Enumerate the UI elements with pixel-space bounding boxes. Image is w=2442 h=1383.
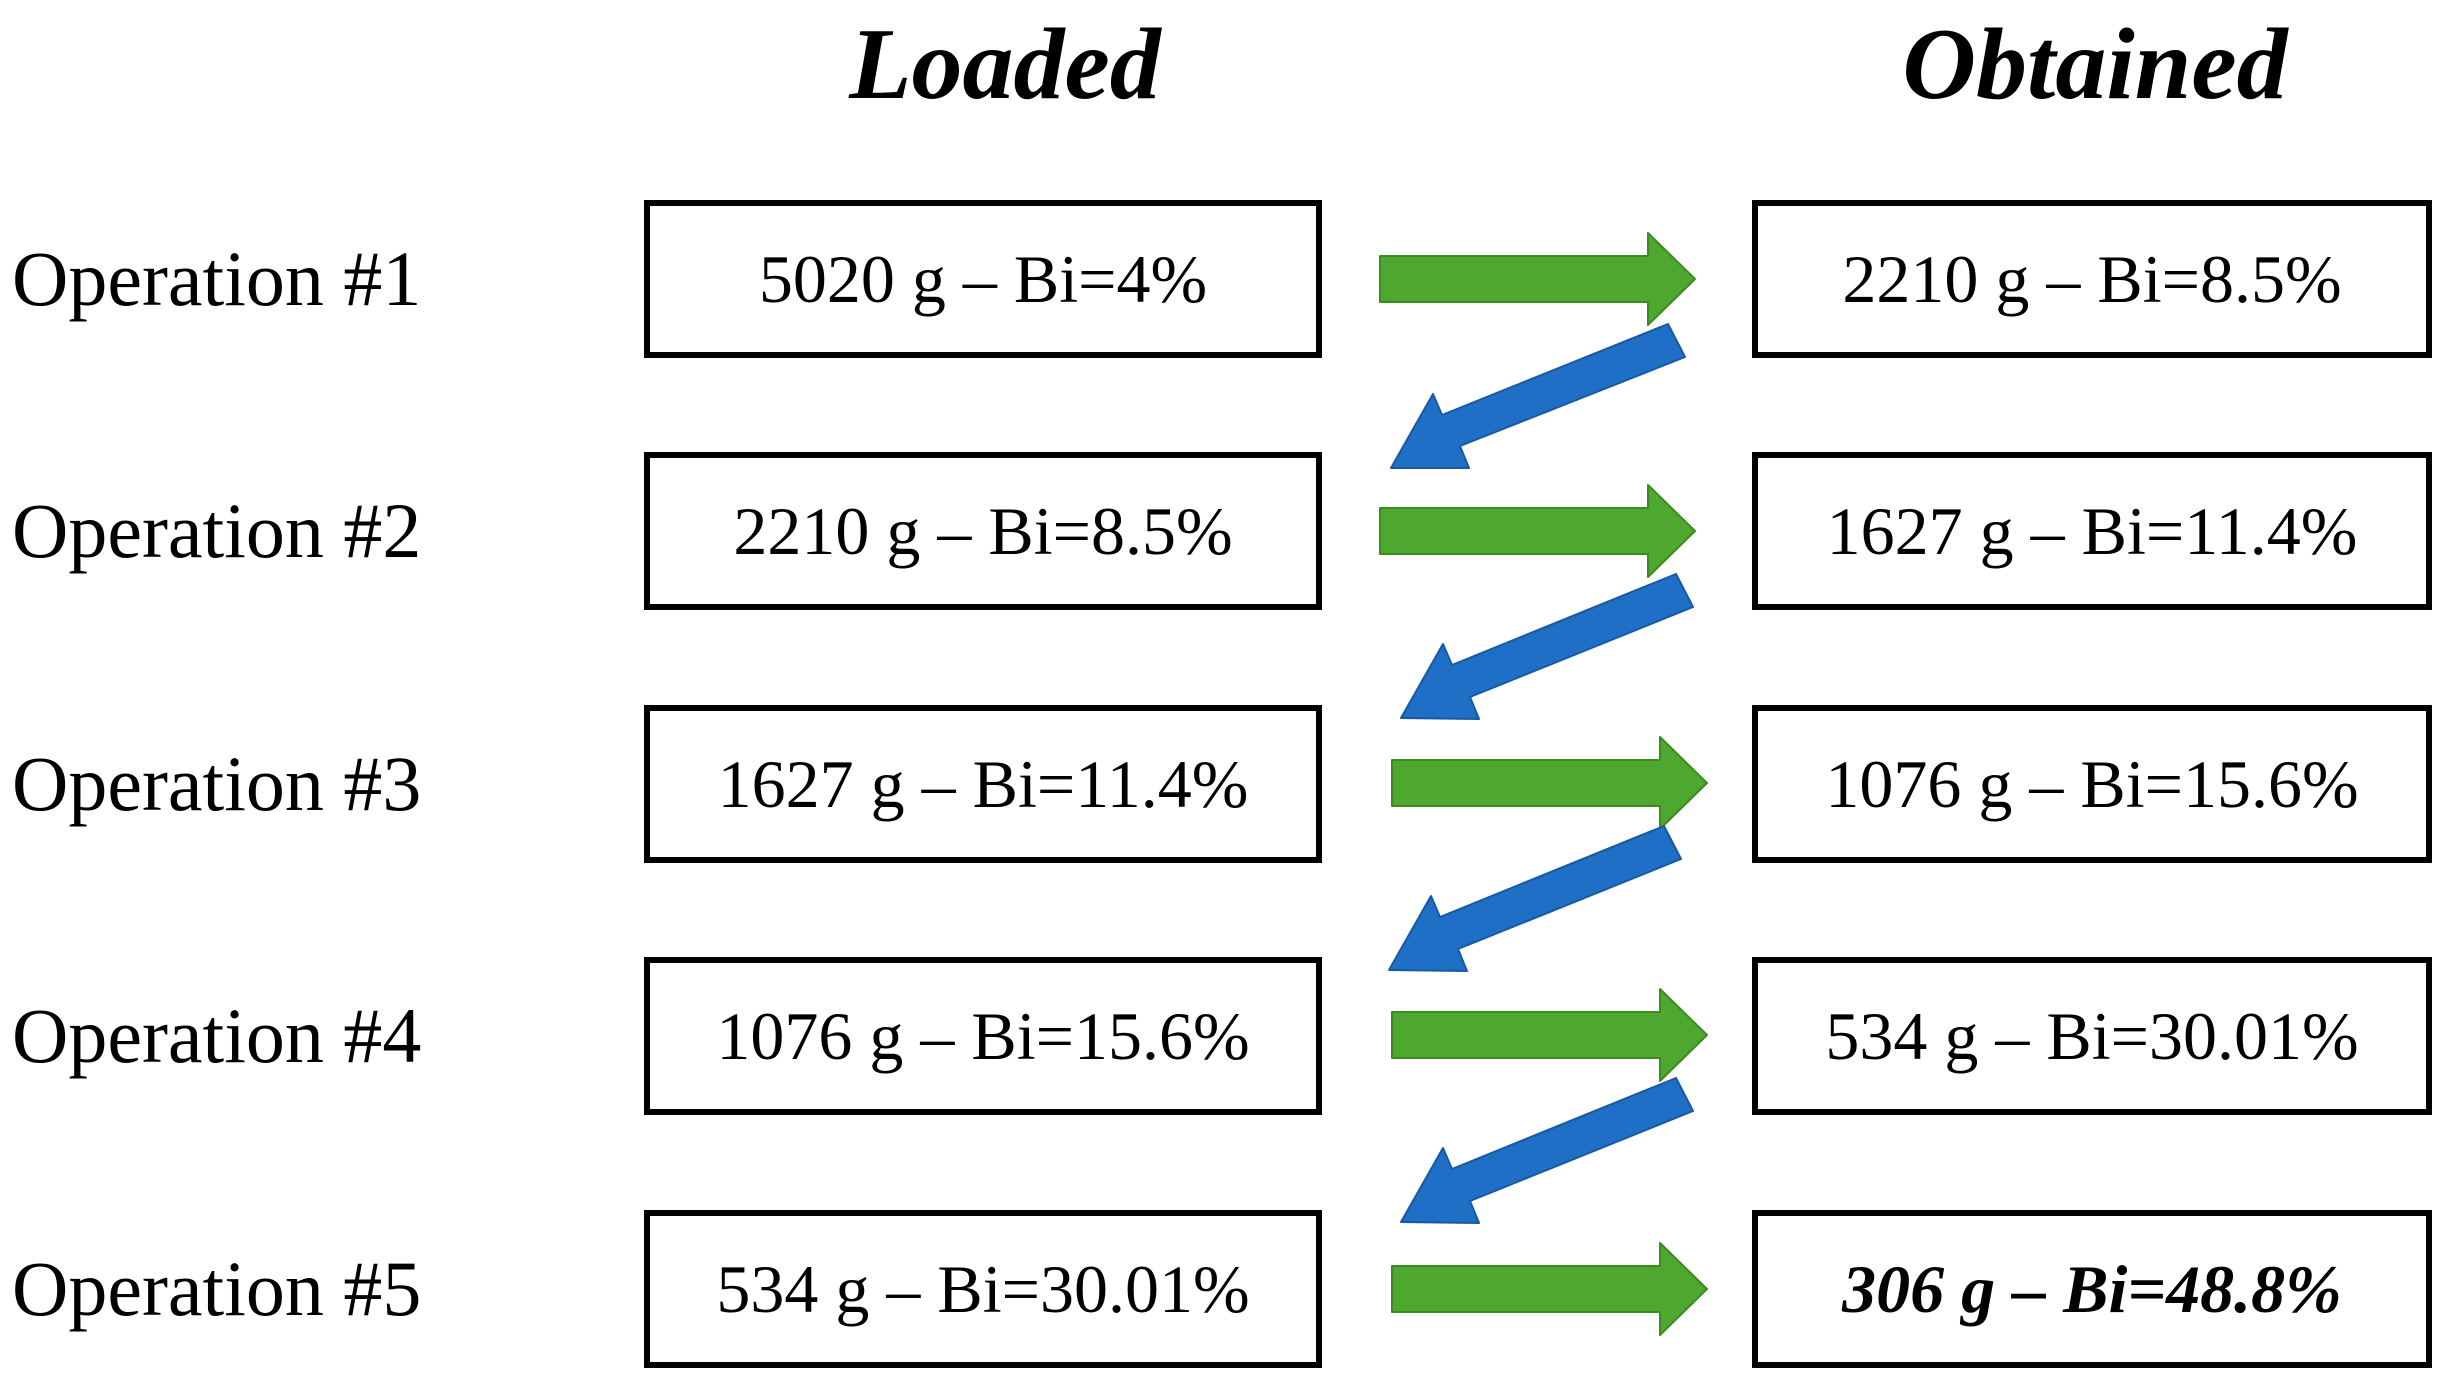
loaded-column-header: Loaded bbox=[849, 8, 1161, 121]
arrow-feed-3-to-4 bbox=[1388, 825, 1682, 972]
arrow-right-3 bbox=[1391, 736, 1708, 830]
operation-4-label: Operation #4 bbox=[12, 992, 422, 1079]
arrow-right-1 bbox=[1379, 232, 1696, 326]
operation-2-loaded-box: 2210 g – Bi=8.5% bbox=[644, 452, 1322, 610]
arrow-feed-2-to-3 bbox=[1400, 573, 1694, 720]
arrow-right-2 bbox=[1379, 484, 1696, 578]
operation-4-obtained-box: 534 g – Bi=30.01% bbox=[1752, 957, 2432, 1115]
operation-3-loaded-box: 1627 g – Bi=11.4% bbox=[644, 705, 1322, 863]
operation-3-label: Operation #3 bbox=[12, 740, 422, 827]
operation-3-obtained-box: 1076 g – Bi=15.6% bbox=[1752, 705, 2432, 863]
arrow-feed-4-to-5 bbox=[1400, 1077, 1694, 1224]
operation-4-loaded-box: 1076 g – Bi=15.6% bbox=[644, 957, 1322, 1115]
operation-1-obtained-box: 2210 g – Bi=8.5% bbox=[1752, 200, 2432, 358]
operation-5-label: Operation #5 bbox=[12, 1245, 422, 1332]
obtained-column-header: Obtained bbox=[1902, 8, 2288, 121]
operation-5-obtained-box: 306 g – Bi=48.8% bbox=[1752, 1210, 2432, 1368]
arrow-right-5 bbox=[1391, 1242, 1708, 1336]
operation-1-loaded-box: 5020 g – Bi=4% bbox=[644, 200, 1322, 358]
operation-2-label: Operation #2 bbox=[12, 487, 422, 574]
arrow-right-4 bbox=[1391, 988, 1708, 1082]
arrow-feed-1-to-2 bbox=[1390, 323, 1686, 469]
operation-1-label: Operation #1 bbox=[12, 235, 422, 322]
operation-5-loaded-box: 534 g – Bi=30.01% bbox=[644, 1210, 1322, 1368]
operation-2-obtained-box: 1627 g – Bi=11.4% bbox=[1752, 452, 2432, 610]
